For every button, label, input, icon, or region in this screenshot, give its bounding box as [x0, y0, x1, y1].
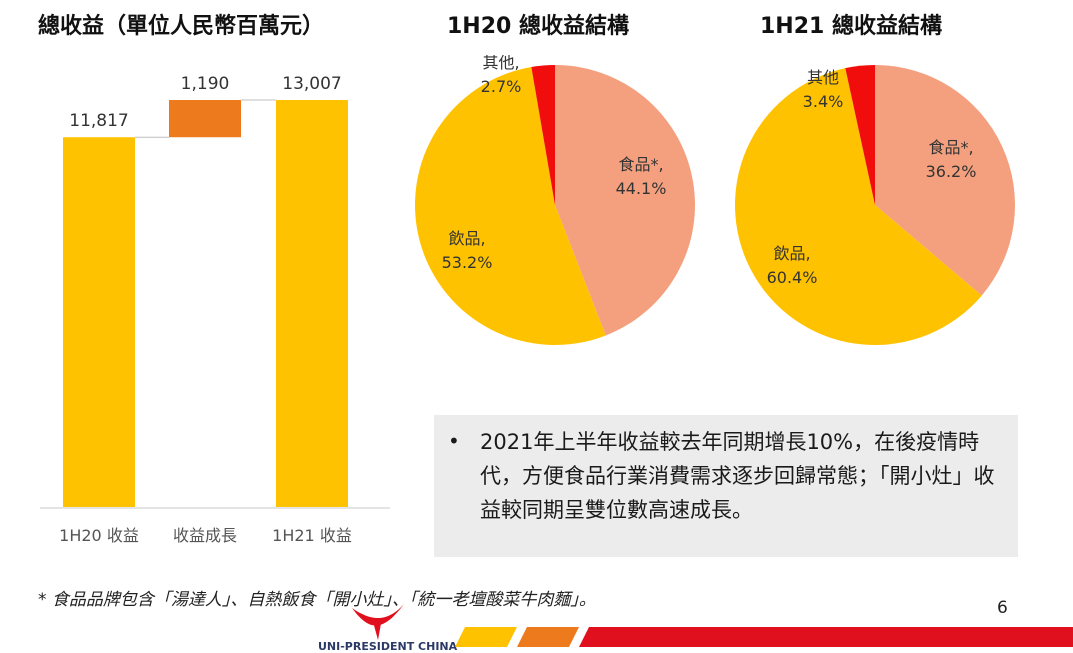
- pie-slice-name: 食品*,: [928, 138, 973, 157]
- pie-slice-name: 飲品,: [448, 229, 485, 248]
- brand-stripe: [455, 627, 1073, 647]
- pie-slice-value: 60.4%: [767, 268, 818, 287]
- pie-1h20-title: 1H20 總收益結構: [447, 14, 629, 39]
- pie-slice-value: 3.4%: [803, 92, 844, 111]
- pie-slice-value: 36.2%: [926, 162, 977, 181]
- bar-3: [276, 100, 348, 507]
- waterfall-chart: 11,817 1H20 收益 1,190 收益成長 13,007 1H21 收益: [40, 74, 390, 545]
- pie-slice-3: [845, 65, 875, 205]
- pie-slice-value: 2.7%: [481, 77, 522, 96]
- bar-value-label: 13,007: [282, 74, 341, 94]
- pie-slice-2: [735, 68, 982, 345]
- bar-value-label: 1,190: [181, 74, 230, 94]
- bullet-dot: •: [448, 429, 460, 453]
- pie-slice-name: 其他,: [482, 55, 519, 72]
- footnote: * 食品品牌包含「湯達人」、自熱飯食「開小灶」、「統一老壇酸菜牛肉麵」。: [38, 590, 596, 610]
- pie-slice-name: 食品*,: [618, 155, 663, 174]
- x-tick-label: 收益成長: [173, 526, 237, 545]
- x-tick-label: 1H20 收益: [59, 526, 139, 545]
- pie-slice-1: [875, 65, 1015, 296]
- company-logo-icon: [352, 604, 404, 640]
- pie-chart-1h20: 食品*, 44.1% 飲品, 53.2% 其他, 2.7%: [414, 55, 695, 345]
- bar-value-label: 11,817: [69, 111, 128, 131]
- pie-slice-value: 44.1%: [616, 179, 667, 198]
- pie-slice-1: [555, 65, 695, 336]
- revenue-chart-title: 總收益（單位人民幣百萬元）: [38, 14, 325, 39]
- pie-slice-value: 53.2%: [442, 253, 493, 272]
- pie-chart-1h21: 食品*, 36.2% 飲品, 60.4% 其他 3.4%: [735, 65, 1015, 345]
- company-logo-text: UNI-PRESIDENT CHINA: [318, 640, 458, 653]
- pie-1h21-title: 1H21 總收益結構: [760, 14, 942, 39]
- page-number: 6: [997, 598, 1008, 618]
- bar-2: [169, 100, 241, 138]
- pie-slice-name: 飲品,: [773, 244, 810, 263]
- pie-slice-2: [414, 67, 606, 345]
- summary-box: • 2021年上半年收益較去年同期增長10%，在後疫情時代，方便食品行業消費需求…: [434, 415, 1018, 557]
- summary-text: 2021年上半年收益較去年同期增長10%，在後疫情時代，方便食品行業消費需求逐步…: [480, 430, 995, 522]
- pie-slice-3: [531, 65, 555, 205]
- x-tick-label: 1H21 收益: [272, 526, 352, 545]
- pie-slice-name: 其他: [807, 68, 839, 87]
- bar-1: [63, 137, 135, 508]
